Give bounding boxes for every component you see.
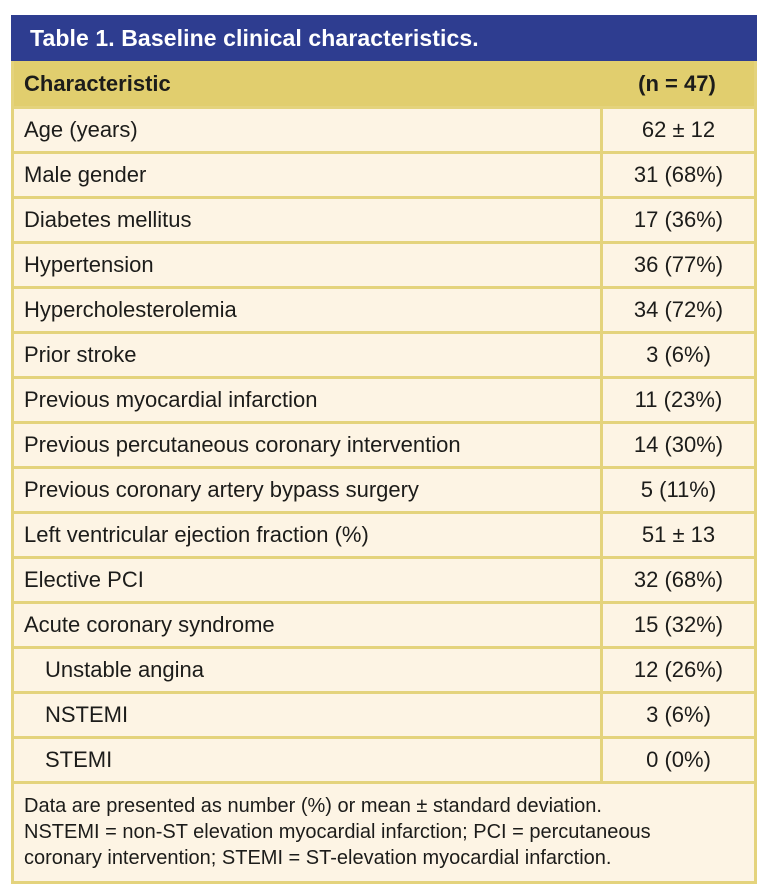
row-label: Prior stroke	[24, 342, 137, 367]
table-row: Prior stroke 3 (6%)	[14, 331, 754, 376]
column-header-n: (n = 47)	[638, 70, 716, 96]
row-label: Hypertension	[24, 252, 154, 277]
row-label: Hypercholesterolemia	[24, 297, 237, 322]
row-value: 15 (32%)	[600, 604, 754, 646]
table-row: Hypercholesterolemia 34 (72%)	[14, 286, 754, 331]
table-row: Left ventricular ejection fraction (%) 5…	[14, 511, 754, 556]
table-body: Age (years) 62 ± 12 Male gender 31 (68%)…	[14, 106, 754, 781]
row-value: 3 (6%)	[600, 694, 754, 736]
row-value: 62 ± 12	[600, 109, 754, 151]
row-label: Previous coronary artery bypass surgery	[24, 477, 419, 502]
table-row: Acute coronary syndrome 15 (32%)	[14, 601, 754, 646]
table-row: NSTEMI 3 (6%)	[14, 691, 754, 736]
row-label: Age (years)	[24, 117, 138, 142]
table-row: Diabetes mellitus 17 (36%)	[14, 196, 754, 241]
table-row: Previous myocardial infarction 11 (23%)	[14, 376, 754, 421]
table-row: Previous coronary artery bypass surgery …	[14, 466, 754, 511]
row-value: 0 (0%)	[600, 739, 754, 781]
row-value: 36 (77%)	[600, 244, 754, 286]
row-value: 12 (26%)	[600, 649, 754, 691]
row-label: NSTEMI	[45, 702, 129, 727]
footnote-line: NSTEMI = non-ST elevation myocardial inf…	[24, 821, 651, 843]
row-value: 51 ± 13	[600, 514, 754, 556]
row-value: 11 (23%)	[600, 379, 754, 421]
row-label: Diabetes mellitus	[24, 207, 192, 232]
table-row: Unstable angina 12 (26%)	[14, 646, 754, 691]
table-row: Hypertension 36 (77%)	[14, 241, 754, 286]
row-value: 3 (6%)	[600, 334, 754, 376]
footnote-line: Data are presented as number (%) or mean…	[24, 795, 602, 817]
table-row: Male gender 31 (68%)	[14, 151, 754, 196]
row-value: 31 (68%)	[600, 154, 754, 196]
table-row: Age (years) 62 ± 12	[14, 106, 754, 151]
row-label: Previous percutaneous coronary intervent…	[24, 432, 461, 457]
row-value: 17 (36%)	[600, 199, 754, 241]
row-label: Left ventricular ejection fraction (%)	[24, 522, 369, 547]
table-title: Table 1. Baseline clinical characteristi…	[11, 15, 757, 61]
row-label: STEMI	[45, 747, 113, 772]
row-value: 34 (72%)	[600, 289, 754, 331]
row-value: 32 (68%)	[600, 559, 754, 601]
footnote: Data are presented as number (%) or mean…	[14, 781, 754, 881]
row-label: Previous myocardial infarction	[24, 387, 318, 412]
row-value: 14 (30%)	[600, 424, 754, 466]
footnote-line: coronary intervention; STEMI = ST-elevat…	[24, 847, 612, 869]
table-row: Previous percutaneous coronary intervent…	[14, 421, 754, 466]
table-header-row: Characteristic (n = 47)	[14, 61, 754, 106]
baseline-characteristics-table: Table 1. Baseline clinical characteristi…	[11, 15, 757, 884]
table-row: Elective PCI 32 (68%)	[14, 556, 754, 601]
table-row: STEMI 0 (0%)	[14, 736, 754, 781]
row-label: Elective PCI	[24, 567, 144, 592]
row-label: Male gender	[24, 162, 147, 187]
row-label: Acute coronary syndrome	[24, 612, 275, 637]
column-header-characteristic: Characteristic	[24, 70, 171, 96]
row-label: Unstable angina	[45, 657, 205, 682]
row-value: 5 (11%)	[600, 469, 754, 511]
table-frame: Characteristic (n = 47) Age (years) 62 ±…	[11, 61, 757, 884]
